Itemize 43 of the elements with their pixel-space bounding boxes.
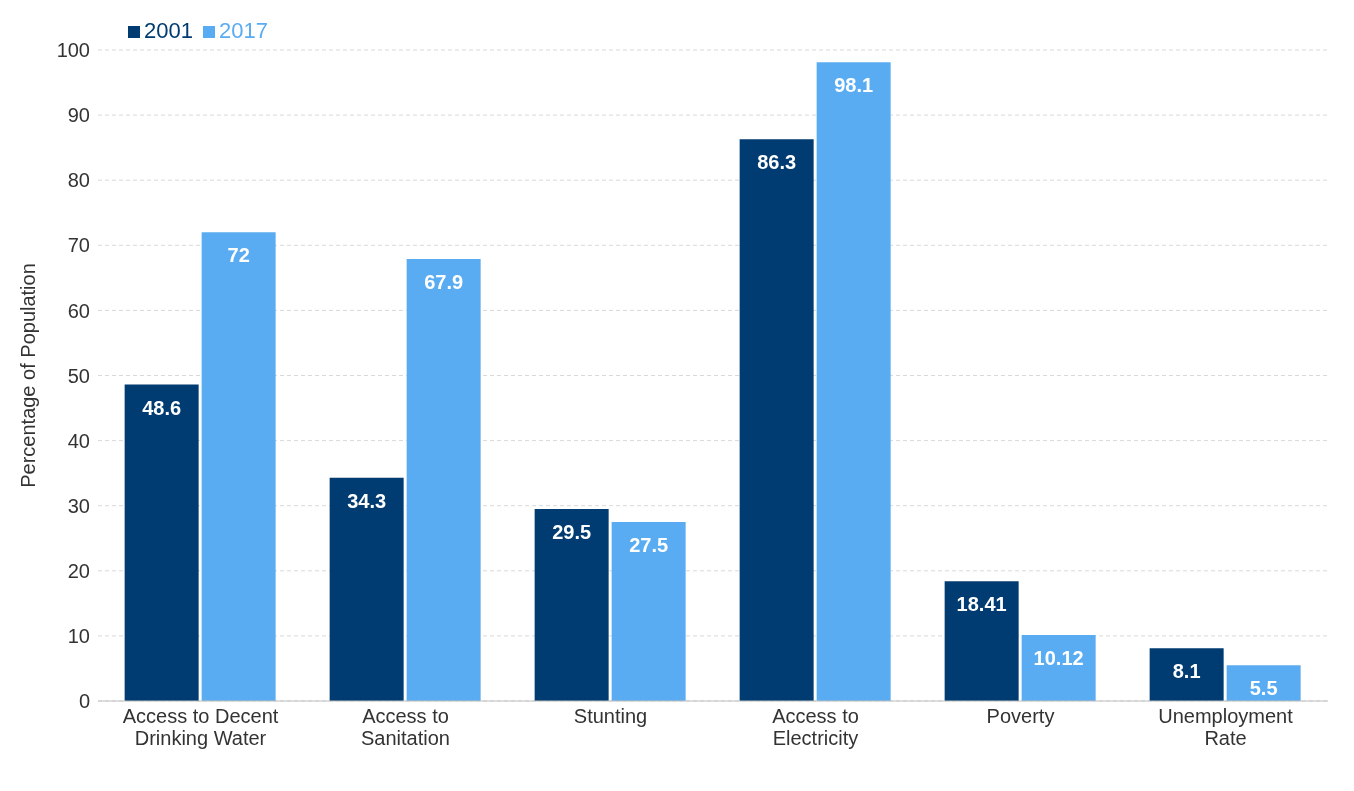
x-tick-label: Poverty (986, 705, 1055, 727)
data-label: 29.5 (552, 520, 592, 543)
x-tick-label: Unemployment Rate (1158, 705, 1294, 749)
x-tick-label: Access to Decent Drinking Water (122, 705, 279, 749)
data-label: 86.3 (757, 151, 797, 174)
x-tick-label: Access to Electricity (772, 705, 859, 749)
data-label: 8.1 (1172, 660, 1201, 683)
data-label: 67.9 (424, 270, 464, 293)
legend-label: 2017 (218, 18, 268, 43)
data-label: 48.6 (142, 396, 182, 419)
bar (611, 521, 686, 701)
y-tick-label: 20 (67, 559, 90, 582)
data-label: 72 (227, 244, 250, 267)
data-label: 98.1 (834, 74, 874, 97)
y-tick-label: 70 (67, 234, 90, 257)
bar (816, 62, 891, 701)
bar (329, 477, 404, 701)
y-tick-label: 10 (67, 625, 90, 647)
y-tick-label: 30 (67, 494, 90, 517)
y-tick-label: 60 (67, 299, 90, 322)
data-label: 27.5 (629, 533, 669, 556)
y-tick-label: 90 (67, 104, 90, 127)
y-tick-label: 80 (67, 169, 90, 192)
bar (1149, 648, 1224, 701)
data-label: 10.12 (1033, 647, 1084, 670)
data-label: 18.41 (956, 593, 1007, 616)
bar (201, 232, 276, 701)
bar (739, 139, 814, 701)
x-tick-label: Stunting (573, 705, 648, 727)
data-label: 5.5 (1249, 677, 1278, 700)
bar (944, 581, 1019, 701)
data-label: 34.3 (347, 489, 387, 512)
y-axis-title: Percentage of Population (17, 263, 40, 488)
x-tick-label: Access to Sanitation (361, 705, 450, 749)
bar (1021, 635, 1096, 701)
legend-label: 2001 (144, 18, 193, 43)
y-tick-label: 100 (56, 39, 90, 62)
bar (534, 508, 609, 701)
y-tick-label: 40 (67, 429, 90, 452)
bar (406, 258, 481, 701)
y-tick-label: 0 (78, 690, 90, 713)
y-tick-label: 50 (67, 364, 90, 387)
bar (124, 384, 199, 701)
